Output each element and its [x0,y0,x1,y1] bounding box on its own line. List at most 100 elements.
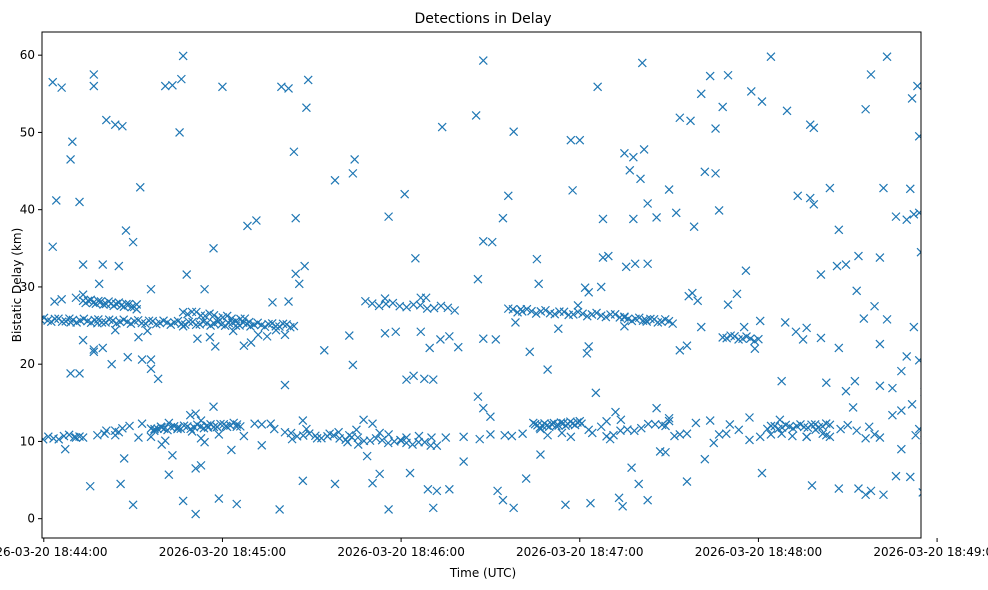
data-point [848,403,858,412]
data-point [598,214,608,224]
data-point [598,253,608,262]
data-point [527,306,536,316]
data-point [841,260,851,269]
data-point [178,307,188,317]
data-point [284,297,293,307]
data-point [875,433,885,442]
data-point [121,226,131,235]
data-point [664,416,674,426]
data-point [755,316,765,326]
data-point [128,237,138,247]
data-point [380,328,390,338]
data-point [553,324,563,334]
data-point [57,294,67,304]
data-point [854,251,863,261]
data-point [218,82,227,92]
data-point [325,429,335,439]
data-point [587,310,597,319]
data-point [896,366,906,376]
data-point [580,283,590,293]
data-point [643,199,653,208]
data-point [652,212,662,222]
data-point [78,335,88,345]
data-point [428,503,438,513]
data-point [78,433,88,442]
data-point [46,317,56,327]
data-point [200,284,210,294]
data-point [536,450,545,459]
data-point [66,155,76,164]
data-point [584,341,594,351]
data-point [428,375,438,385]
data-point [116,300,126,310]
data-point [531,309,541,318]
data-point [643,259,653,269]
data-point [173,424,182,434]
data-point [183,309,192,319]
data-point [98,260,108,269]
data-point [755,432,765,442]
data-point [275,504,285,514]
data-point [232,422,242,432]
data-point [214,494,224,504]
data-point [98,343,108,353]
data-point [75,197,84,207]
data-point [269,424,279,434]
data-point [142,326,152,336]
data-point [745,435,754,445]
data-point [914,424,921,434]
data-point [205,332,215,342]
data-point [796,420,805,429]
data-point [601,312,611,322]
y-tick-label: 40 [20,203,35,217]
data-point [852,286,862,296]
data-point [675,113,685,123]
data-point [870,430,879,439]
data-point [182,270,192,279]
x-tick-label: 2026-03-20 18:49:00 [873,545,988,559]
data-point [757,468,767,478]
data-point [444,484,454,494]
data-point [125,421,134,431]
data-point [770,421,780,431]
data-point [745,413,754,422]
data-point [300,261,310,271]
data-point [343,437,352,447]
data-point [226,445,236,455]
data-point [766,52,776,62]
data-point [746,87,756,96]
data-point [777,376,787,386]
data-point [110,325,120,335]
data-point [191,307,201,317]
data-point [905,472,915,482]
data-point [603,251,613,261]
data-point [661,447,670,457]
data-point [532,254,542,264]
data-point [859,314,869,324]
data-point [210,341,220,351]
data-point [637,58,647,68]
data-point [137,318,147,328]
data-point [705,71,715,81]
data-point [568,185,578,195]
data-point [622,425,632,434]
data-point [686,116,695,126]
data-point [391,327,401,337]
data-point [184,317,194,327]
data-point [664,185,674,195]
data-point [157,423,167,432]
data-point [128,500,138,510]
data-point [117,121,127,131]
data-point [636,423,646,433]
data-point [266,419,276,429]
data-point [110,426,120,436]
data-point [861,104,871,114]
data-point [675,430,685,439]
data-point [175,128,184,137]
data-point [887,383,897,393]
data-point [750,344,760,354]
data-point [289,147,299,157]
data-point [408,440,417,449]
data-point [167,450,177,460]
data-point [620,148,629,158]
